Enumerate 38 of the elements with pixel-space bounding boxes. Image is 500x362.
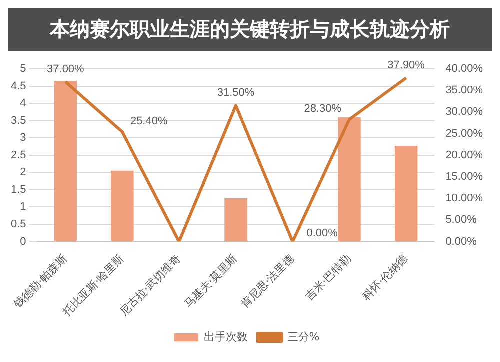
data-label: 37.00% [47,63,85,76]
data-label: 25.40% [130,116,168,128]
data-label: 0.00% [306,227,338,240]
x-tick-label: 科怀·伦纳德 [360,252,410,303]
y-tick-label: 0 [20,236,26,248]
y-tick-label: 4 [20,98,26,110]
y-tick-label: 2 [20,166,26,179]
y-tick-label: 1 [20,201,26,214]
y2-tick-label: 10.00% [446,192,484,205]
y-tick-label: 0.5 [10,218,26,231]
x-tick-label: 肯尼思·法里德 [238,252,297,311]
bar [394,146,418,242]
y-tick-label: 2.5 [10,149,26,162]
y-tick-label: 3 [20,132,26,144]
x-tick-label: 马基夫·莫里斯 [182,252,240,311]
y2-tick-label: 30.00% [446,106,484,118]
legend-label: 出手次数 [204,330,248,344]
y2-tick-label: 5.00% [446,214,478,226]
data-label: 28.30% [304,103,342,116]
bar [338,117,361,242]
y2-tick-label: 20.00% [446,149,484,162]
chart-title: 本纳赛尔职业生涯的关键转折与成长轨迹分析 [8,8,492,51]
y-tick-label: 3.5 [10,114,26,127]
bar [54,81,78,242]
legend-label: 三分% [287,330,320,344]
y-tick-label: 4.5 [10,80,26,92]
y2-tick-label: 35.00% [446,84,484,97]
bar [224,198,248,242]
y2-tick-label: 0.00% [446,236,478,248]
y-tick-label: 5 [20,63,26,76]
x-tick-label: 吉米·巴特勒 [303,252,354,303]
data-label: 31.50% [217,87,255,100]
bar [111,170,134,242]
y-tick-label: 1.5 [10,184,26,196]
y2-tick-label: 25.00% [446,128,484,140]
data-label: 37.90% [388,60,426,72]
y2-tick-label: 15.00% [446,171,484,183]
y2-tick-label: 40.00% [446,63,484,76]
